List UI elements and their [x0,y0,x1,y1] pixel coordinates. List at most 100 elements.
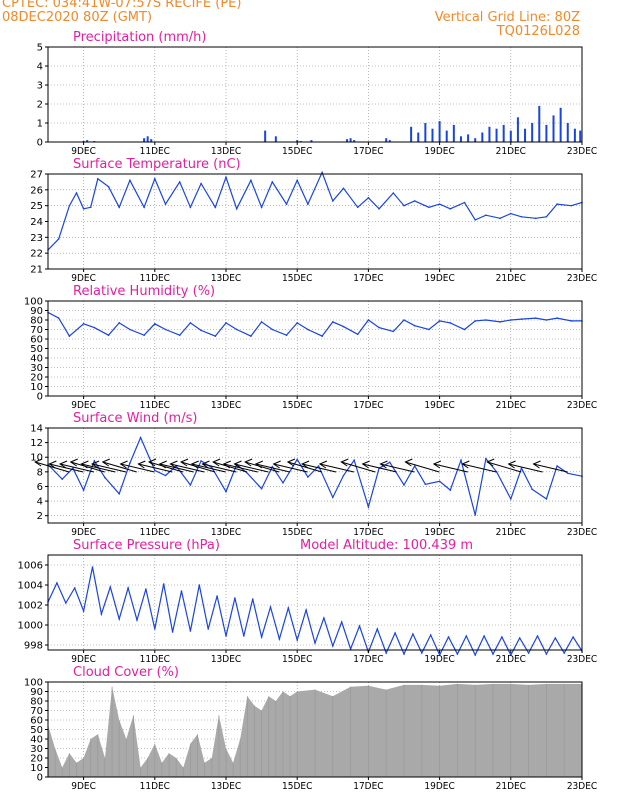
data-point [235,328,238,331]
precip-bar [552,115,555,142]
precip-bar [559,107,562,142]
wind-arrow [244,458,280,473]
precip-bar [346,139,349,142]
data-point [56,582,58,584]
wind-arrow [404,458,440,473]
x-tick-label: 19DEC [424,146,454,157]
y-tick-label: 25 [30,201,43,212]
data-point [250,179,252,182]
wind-arrow [48,460,84,473]
y-tick-label: 24 [30,217,43,228]
panel-frame [47,427,583,524]
data-point [367,196,370,199]
data-point [285,203,288,205]
y-tick-label: 14 [30,424,43,435]
data-point [388,461,391,464]
data-point [200,182,202,185]
data-point [282,482,284,484]
header-grid-note: Vertical Grid Line: 80Z [434,10,580,25]
precip-bar [481,132,484,142]
x-tick-label: 13DEC [211,273,241,284]
wind-arrow [272,460,308,473]
data-point [216,595,218,597]
data-point [143,206,145,209]
data-point [243,635,245,637]
data-point [438,320,441,322]
data-point [510,654,512,656]
y-tick-label: 2 [37,511,43,522]
data-point [483,635,485,637]
x-tick-label: 11DEC [140,146,170,157]
data-point [545,653,548,655]
y-tick-label: 22 [30,249,43,260]
data-point [271,328,274,331]
data-point [531,488,533,491]
x-tick-label: 23DEC [567,654,597,665]
data-point [534,217,537,220]
data-point [260,487,263,490]
panel-title: Surface Temperature (nC) [73,157,241,172]
y-tick-label: 0 [37,773,43,784]
data-point [61,478,64,480]
data-point [499,217,501,220]
data-point [171,631,174,633]
data-point [499,321,501,323]
y-tick-label: 2 [37,100,43,111]
data-point [527,652,530,654]
data-point [510,319,512,321]
wind-arrow [69,458,105,473]
wind-arrow [137,460,173,473]
data-point [463,201,466,204]
data-point [57,317,60,319]
x-tick-label: 13DEC [211,400,241,411]
wind-arrow [58,460,95,473]
data-point [136,619,138,621]
data-point [251,598,254,600]
wind-arrow [318,460,355,473]
wind-arrow [432,460,468,473]
precip-bar [459,136,462,142]
data-point [474,654,477,656]
wind-arrow [340,458,376,473]
wind-arrow [147,458,184,473]
data-point [332,496,334,499]
data-point [164,474,167,477]
data-point [307,328,309,331]
precip-bar [545,124,548,142]
y-tick-label: 4 [37,497,43,508]
y-tick-label: 27 [30,170,43,181]
wind-arrow [190,460,226,473]
precip-bar [531,123,534,142]
wind-arrow [301,460,337,473]
y-tick-label: 10 [30,453,43,464]
data-point [534,317,537,319]
data-point [82,208,85,210]
data-point [118,322,120,324]
data-point [129,179,131,182]
precip-bar [353,140,356,142]
data-point [332,200,334,202]
y-tick-label: 40 [30,735,43,746]
data-point [143,334,145,337]
data-point [271,465,274,468]
data-point [107,334,110,337]
data-point [403,204,405,207]
data-point [314,642,316,644]
data-point [356,206,359,209]
data-point [260,321,263,323]
data-point [501,636,503,638]
panel-title: Surface Wind (m/s) [73,411,197,426]
x-tick-label: 15DEC [282,146,312,157]
data-point [109,586,112,588]
x-tick-label: 21DEC [496,654,526,665]
x-tick-label: 23DEC [567,273,597,284]
data-point [449,489,452,491]
panel-annotation: Model Altitude: 100.439 m [300,538,473,553]
data-point [127,587,129,589]
data-point [556,203,558,205]
x-tick-label: 17DEC [353,527,383,538]
data-point [207,628,209,630]
data-point [189,484,192,486]
data-point [210,466,213,469]
